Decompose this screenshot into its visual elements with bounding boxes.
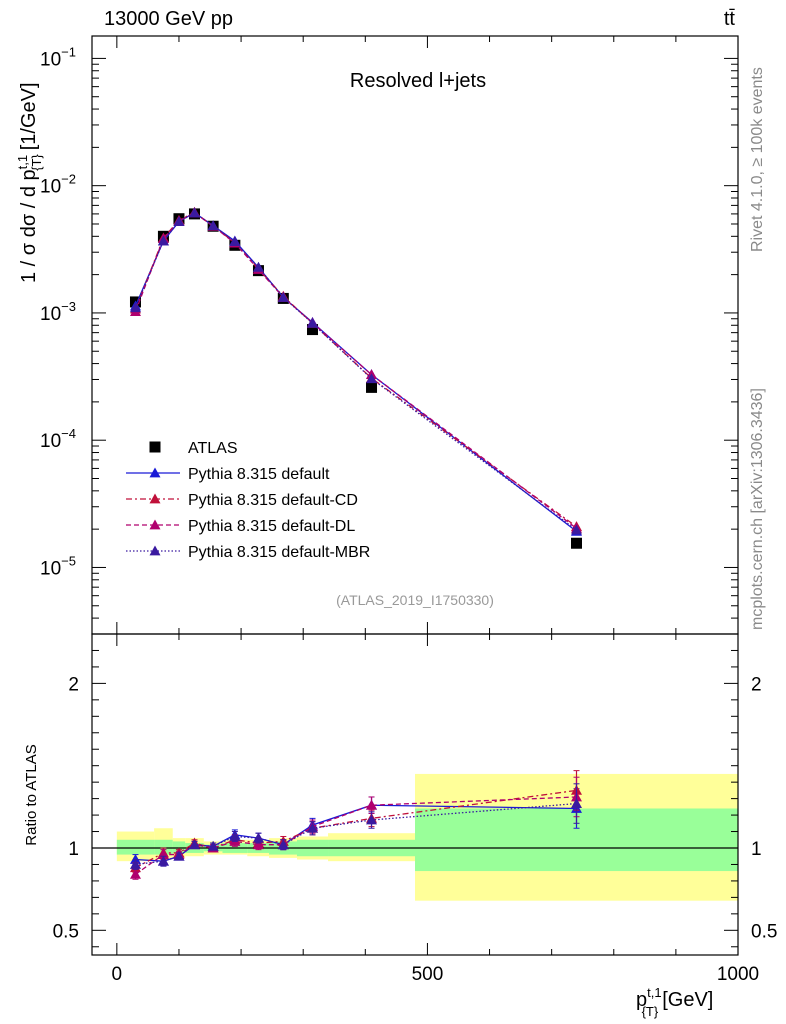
x-tick-label: 500 [412, 964, 444, 985]
y-tick-label: 10−2 [40, 172, 76, 198]
y-tick-label-base: 10 [40, 177, 61, 198]
series-marker-ratio [188, 839, 200, 850]
series-marker-ratio [307, 822, 319, 833]
y-tick-label-exp: −1 [61, 44, 76, 59]
legend-label-atlas: ATLAS [188, 440, 238, 457]
series-marker-main [571, 524, 582, 535]
y-axis-label-main: 1 / σ dσ / d pt,1{T}[1/GeV] [15, 82, 44, 283]
main-panel: 10−110−210−310−410−5 [40, 35, 739, 635]
y-axis-label-ratio: Ratio to ATLAS [23, 744, 40, 845]
legend-marker-atlas [149, 441, 161, 453]
series-marker-main [157, 235, 169, 246]
analysis-tag: (ATLAS_2019_I1750330) [336, 592, 494, 608]
legend-marker [149, 467, 161, 478]
series-marker-ratio [252, 832, 264, 843]
series-marker-ratio [366, 814, 378, 825]
series-marker-main [188, 207, 200, 218]
series-marker-ratio [207, 840, 219, 851]
series-marker-ratio [366, 799, 378, 810]
atlas-data-point [366, 381, 378, 393]
band-stat-1 [154, 839, 173, 855]
ratio-y-tick-label-right: 1 [751, 839, 762, 860]
y-tick-label-base: 10 [40, 49, 61, 70]
legend: ATLAS Pythia 8.315 default Pythia 8.315 de… [126, 440, 370, 561]
series-marker-ratio [157, 855, 169, 866]
energy-label: 13000 GeV pp [104, 8, 233, 30]
ratio-y-tick-label: 0.5 [53, 921, 79, 942]
legend-label: Pythia 8.315 default-MBR [188, 544, 370, 561]
rivet-version-label: Rivet 4.1.0, ≥ 100k events [749, 67, 766, 252]
y-tick-label: 10−4 [40, 426, 76, 452]
y-tick-label-base: 10 [40, 431, 61, 452]
legend-marker [149, 493, 161, 504]
x-tick-label: 1000 [717, 964, 759, 985]
ratio-y-tick-label-right: 2 [751, 674, 762, 695]
series-marker-main [366, 373, 378, 384]
band-stat-2 [172, 841, 186, 853]
y-tick-label-exp: −3 [61, 299, 76, 314]
y-tick-label-base: 10 [40, 304, 61, 325]
y-tick-label-exp: −2 [61, 172, 76, 187]
series-line-ratio [135, 796, 577, 875]
y-tick-label-exp: −4 [61, 426, 76, 441]
y-tick-label: 10−1 [40, 44, 76, 70]
ratio-y-tick-label-right: 0.5 [751, 921, 777, 942]
legend-marker [149, 545, 161, 556]
ratio-panel: 0 500 1000 0.5 0.5 1 1 2 2 [53, 633, 777, 985]
series-marker-main [207, 220, 219, 231]
atlas-data-point [307, 324, 319, 336]
process-label: tt̄ [724, 8, 736, 30]
legend-label: Pythia 8.315 default [188, 466, 330, 483]
atlas-data-point [571, 537, 582, 549]
series-marker-ratio [277, 839, 289, 850]
series-marker-main [129, 302, 141, 313]
legend-label: Pythia 8.315 default-DL [188, 518, 355, 535]
series-marker-ratio [129, 868, 141, 879]
chart-title: Resolved l+jets [350, 70, 486, 92]
x-axis-label: pt,1 {T}[GeV] [636, 985, 713, 1019]
series-marker-ratio [252, 839, 264, 850]
legend-label: Pythia 8.315 default-CD [188, 492, 358, 509]
legend-marker [149, 519, 161, 530]
series-marker-main [277, 291, 289, 302]
y-tick-label: 10−3 [40, 299, 76, 325]
series-line-main [134, 212, 577, 532]
ratio-y-tick-label: 1 [68, 839, 79, 860]
band-stat-0 [116, 839, 155, 855]
y-tick-label: 10−5 [40, 553, 76, 579]
y-tick-label-base: 10 [40, 558, 61, 579]
series-marker-main [307, 317, 319, 328]
x-tick-label: 0 [112, 964, 123, 985]
series-marker-ratio [173, 850, 185, 861]
mcplots-label: mcplots.cern.ch [arXiv:1306.3436] [749, 388, 766, 630]
series-marker-main [229, 236, 241, 246]
series-marker-main [173, 216, 185, 226]
series-marker-ratio [571, 798, 582, 808]
series-marker-ratio [229, 830, 241, 841]
ratio-y-tick-label: 2 [68, 674, 79, 695]
y-tick-label-exp: −5 [61, 553, 76, 568]
series-marker-main [252, 261, 264, 272]
series-marker-ratio [129, 858, 141, 869]
ratio-frame [91, 633, 739, 956]
